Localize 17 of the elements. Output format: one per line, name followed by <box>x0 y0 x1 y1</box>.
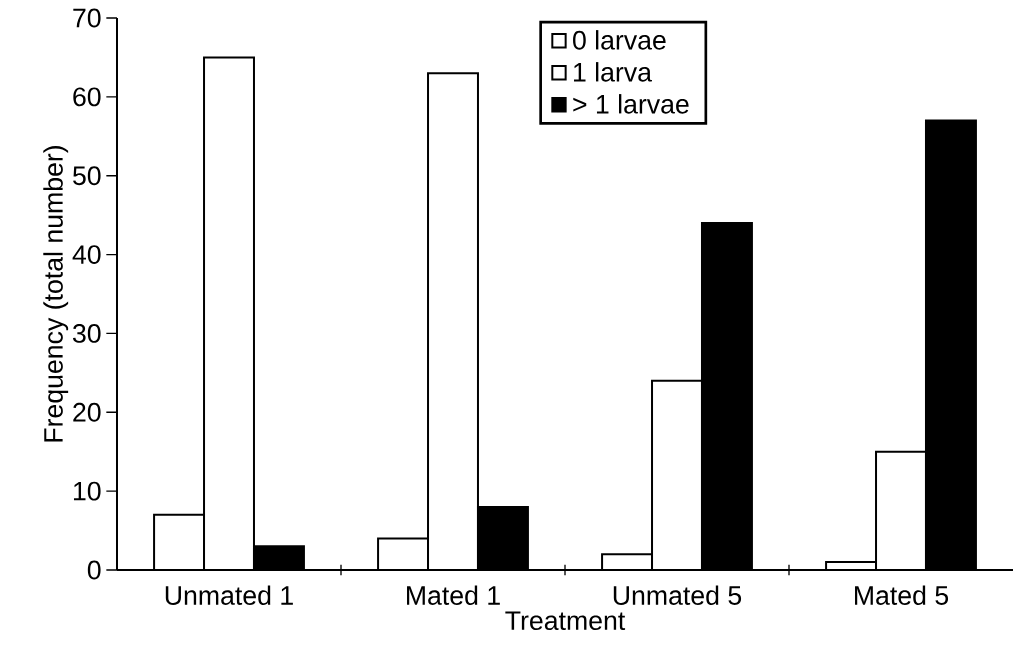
y-tick-label: 60 <box>73 87 101 107</box>
y-tick-label: 20 <box>73 402 101 422</box>
legend-label: > 1 larvae <box>573 94 689 114</box>
y-tick-label: 10 <box>73 481 101 501</box>
x-tick-label: Mated 1 <box>407 585 500 605</box>
x-tick-label: Unmated 1 <box>165 585 293 605</box>
y-tick-label: 70 <box>73 8 101 28</box>
legend-label: 1 larva <box>574 62 652 82</box>
legend-label: 0 larvae <box>573 30 666 50</box>
y-tick-label: 0 <box>87 560 101 580</box>
x-tick-label: Mated 5 <box>855 585 949 605</box>
x-tick-label: Unmated 5 <box>613 585 742 605</box>
x-axis-title: Treatment <box>505 611 626 631</box>
y-tick-label: 40 <box>72 245 101 265</box>
y-tick-label: 50 <box>73 166 101 186</box>
y-axis-title: Frequency (total number) <box>43 146 69 442</box>
y-tick-label: 30 <box>72 324 101 343</box>
